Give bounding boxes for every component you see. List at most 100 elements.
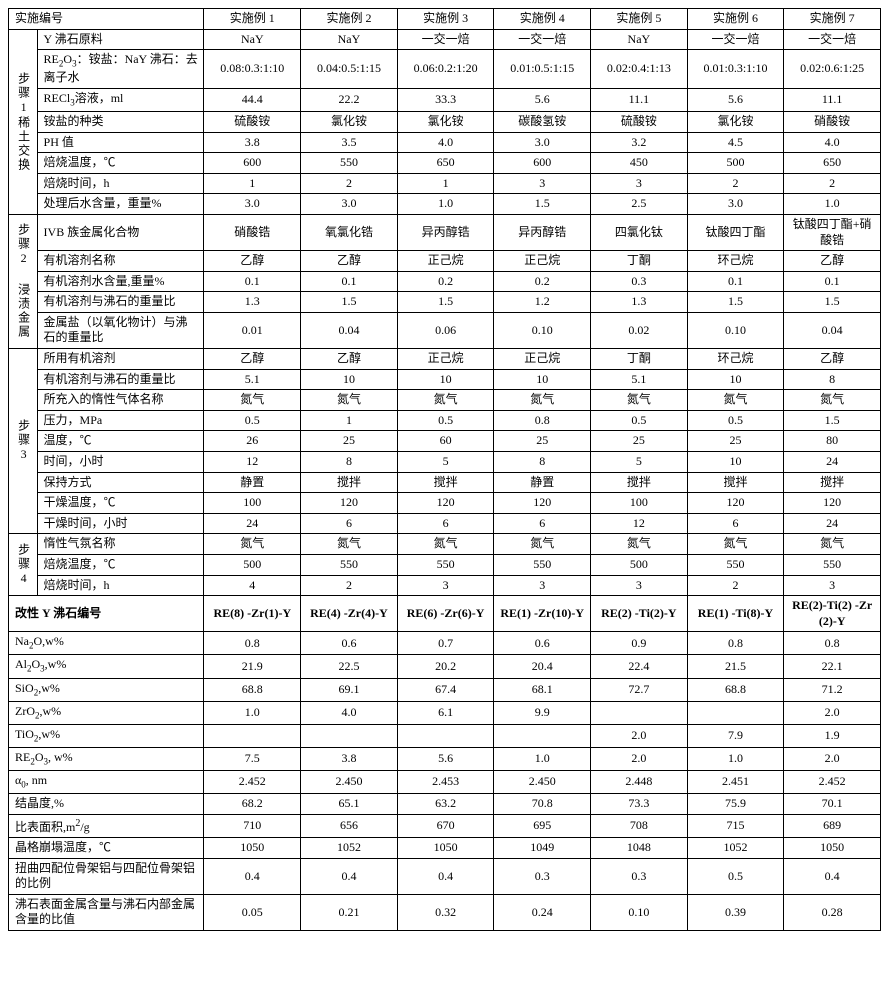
table-row: Al2O3,w%21.922.520.220.422.421.522.1 [9,655,881,678]
value-cell: 6 [494,513,591,534]
value-cell: 120 [494,493,591,514]
value-cell: 24 [784,513,881,534]
row-label: 有机溶剂水含量,重量% [37,271,204,292]
value-cell: 乙醇 [301,349,398,370]
value-cell: 22.5 [301,655,398,678]
value-cell: 0.8 [687,632,784,655]
value-cell: 8 [784,369,881,390]
header-col: 实施例 7 [784,9,881,30]
table-row: 处理后水含量，重量%3.03.01.01.52.53.01.0 [9,194,881,215]
value-cell: 2.452 [204,770,301,793]
value-cell: 2.0 [784,701,881,724]
header-row: 实施编号实施例 1实施例 2实施例 3实施例 4实施例 5实施例 6实施例 7 [9,9,881,30]
value-cell: RE(2) -Ti(2)-Y [591,596,688,632]
table-row: 温度，℃26256025252580 [9,431,881,452]
row-label: 惰性气氛名称 [37,534,204,555]
value-cell: 70.8 [494,793,591,814]
row-label: RE2O3：铵盐：NaY 沸石：去离子水 [37,50,204,89]
value-cell: 24 [204,513,301,534]
table-row: 铵盐的种类硫酸铵氯化铵氯化铵碳酸氢铵硫酸铵氯化铵硝酸铵 [9,111,881,132]
header-col: 实施例 1 [204,9,301,30]
table-row: 焙烧时间，h4233323 [9,575,881,596]
value-cell: 25 [591,431,688,452]
value-cell [397,724,494,747]
value-cell: 氮气 [687,534,784,555]
value-cell [591,701,688,724]
value-cell: 一交一焙 [687,29,784,50]
value-cell: 0.3 [591,271,688,292]
value-cell: 3.0 [494,132,591,153]
value-cell: 0.2 [397,271,494,292]
header-label: 实施编号 [9,9,204,30]
value-cell: 26 [204,431,301,452]
value-cell: 异丙醇锆 [494,214,591,250]
row-label: 晶格崩塌温度，℃ [9,838,204,859]
value-cell: 氮气 [494,390,591,411]
value-cell: 1049 [494,838,591,859]
value-cell: 异丙醇锆 [397,214,494,250]
value-cell: 3 [494,173,591,194]
header-col: 实施例 4 [494,9,591,30]
value-cell: 2.453 [397,770,494,793]
value-cell: 环己烷 [687,349,784,370]
row-label: 金属盐（以氧化物计）与沸石的重量比 [37,312,204,348]
value-cell: 10 [397,369,494,390]
row-label: 有机溶剂与沸石的重量比 [37,369,204,390]
value-cell: 2 [301,575,398,596]
value-cell: 0.8 [784,632,881,655]
table-row: 有机溶剂名称乙醇乙醇正己烷正己烷丁酮环己烷乙醇 [9,251,881,272]
value-cell: 100 [204,493,301,514]
data-table: 实施编号实施例 1实施例 2实施例 3实施例 4实施例 5实施例 6实施例 7步… [8,8,881,931]
section-title: 步骤1稀土交换 [9,29,38,214]
table-row: 步骤4惰性气氛名称氮气氮气氮气氮气氮气氮气氮气 [9,534,881,555]
value-cell: 正己烷 [397,349,494,370]
value-cell: 0.4 [397,858,494,894]
value-cell: 3 [591,173,688,194]
table-row: α0, nm2.4522.4502.4532.4502.4482.4512.45… [9,770,881,793]
value-cell: 12 [204,452,301,473]
value-cell: 3.0 [687,194,784,215]
row-label: 焙烧温度，℃ [37,555,204,576]
value-cell: 650 [784,153,881,174]
value-cell: 6 [301,513,398,534]
value-cell: NaY [204,29,301,50]
value-cell: 氯化铵 [687,111,784,132]
value-cell: 0.4 [301,858,398,894]
table-row: 焙烧温度，℃500550550550500550550 [9,555,881,576]
value-cell: 0.1 [687,271,784,292]
value-cell: 80 [784,431,881,452]
table-row: 步骤1稀土交换Y 沸石原料NaYNaY一交一焙一交一焙NaY一交一焙一交一焙 [9,29,881,50]
value-cell: 硫酸铵 [204,111,301,132]
value-cell: 25 [301,431,398,452]
row-label: 焙烧温度，℃ [37,153,204,174]
value-cell: 1 [301,410,398,431]
value-cell: 2 [687,173,784,194]
value-cell: 1.3 [204,292,301,313]
value-cell: RE(6) -Zr(6)-Y [397,596,494,632]
row-label: TiO2,w% [9,724,204,747]
value-cell: 120 [301,493,398,514]
value-cell: 0.4 [784,858,881,894]
value-cell: 0.02 [591,312,688,348]
value-cell: 8 [301,452,398,473]
value-cell: 1 [204,173,301,194]
table-row: SiO2,w%68.869.167.468.172.768.871.2 [9,678,881,701]
value-cell: 710 [204,814,301,838]
row-label: 干燥温度，℃ [37,493,204,514]
value-cell: 1.5 [494,194,591,215]
table-row: 焙烧温度，℃600550650600450500650 [9,153,881,174]
table-row: RE2O3：铵盐：NaY 沸石：去离子水0.08:0.3:1:100.04:0.… [9,50,881,89]
value-cell: 1.5 [784,410,881,431]
table-row: 保持方式静置搅拌搅拌静置搅拌搅拌搅拌 [9,472,881,493]
value-cell: 氮气 [204,534,301,555]
value-cell: 67.4 [397,678,494,701]
table-row: 有机溶剂与沸石的重量比5.11010105.1108 [9,369,881,390]
section-title: 步骤2 浸渍金属 [9,214,38,348]
table-row: 有机溶剂水含量,重量%0.10.10.20.20.30.10.1 [9,271,881,292]
value-cell: 2.451 [687,770,784,793]
header-col: 实施例 3 [397,9,494,30]
value-cell: RE(8) -Zr(1)-Y [204,596,301,632]
value-cell: 0.28 [784,894,881,930]
row-label: Al2O3,w% [9,655,204,678]
value-cell: 1.3 [591,292,688,313]
